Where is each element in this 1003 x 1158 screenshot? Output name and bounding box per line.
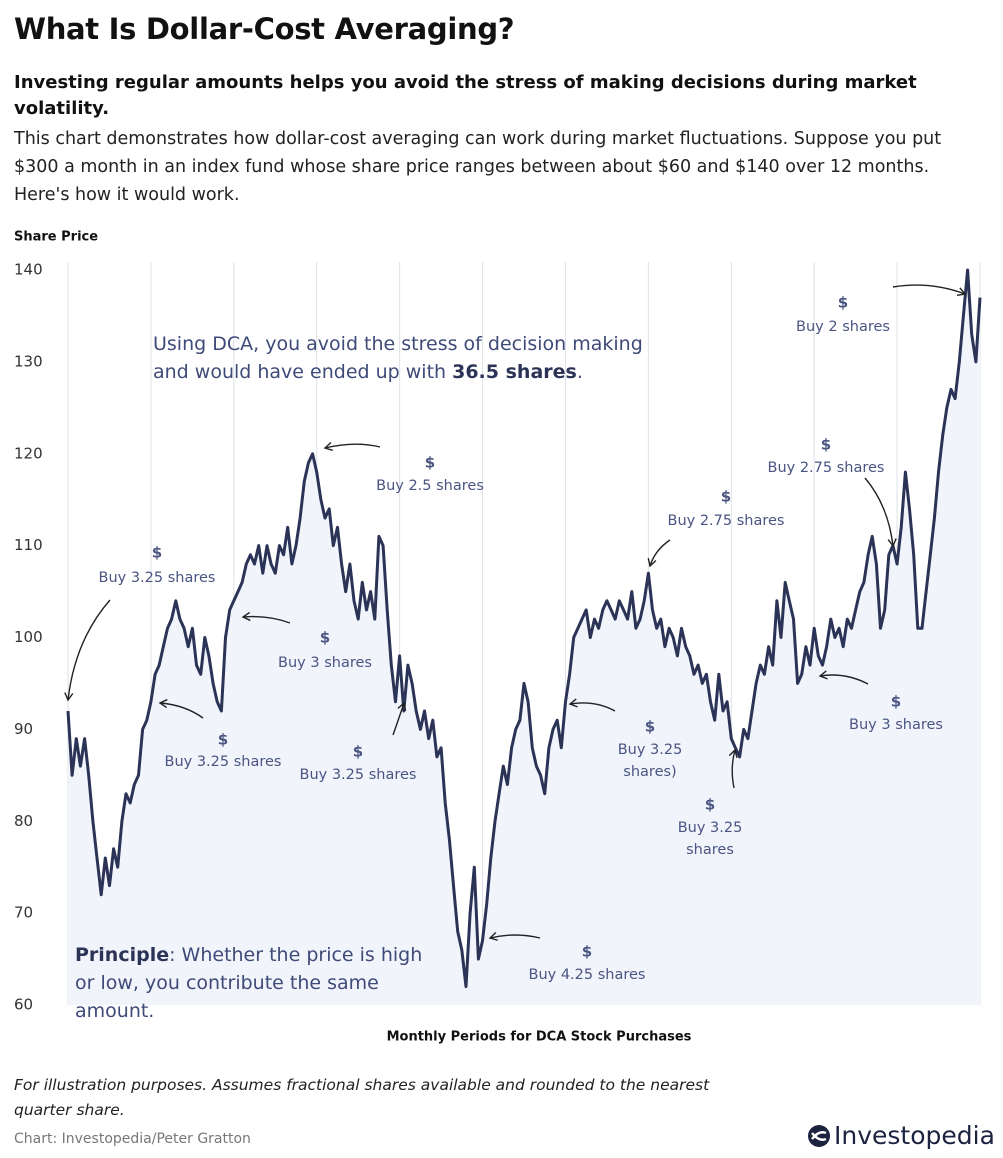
annotation-symbol: $ (645, 718, 655, 736)
y-tick-label: 60 (14, 996, 33, 1014)
annotation-text: Buy 2.75 shares (768, 460, 885, 476)
annotation-arrow (64, 599, 111, 702)
y-tick-label: 90 (14, 720, 33, 738)
annotation-symbol: $ (152, 544, 162, 562)
annotation-text: Buy 2.75 shares (668, 513, 785, 529)
callout-line: amount. (75, 1000, 154, 1022)
price-line (66, 268, 982, 989)
annotation-symbol: $ (218, 731, 228, 749)
callout-text: Principle (75, 944, 169, 966)
y-axis-label: Share Price (14, 230, 98, 245)
annotation-arrow (728, 748, 738, 789)
area (68, 270, 980, 1005)
callout-line: Principle: Whether the price is high (75, 944, 422, 966)
annotation-text: Buy 3.25 (618, 742, 683, 758)
annotation-arrow (818, 670, 869, 685)
annotation-text: Buy 4.25 shares (529, 967, 646, 983)
footnote: For illustration purposes. Assumes fract… (14, 1076, 710, 1119)
annotation-symbol: $ (320, 629, 330, 647)
y-tick-label: 70 (14, 904, 33, 922)
credit: Chart: Investopedia/Peter Gratton (14, 1131, 251, 1147)
annotation-text: Buy 3 shares (278, 655, 372, 671)
annotation-symbol: $ (721, 488, 731, 506)
callout-text: and would have ended up with (153, 361, 452, 383)
callout-text: or low, you contribute the same (75, 972, 379, 994)
annotation-text: Buy 2.5 shares (376, 478, 484, 494)
annotation-symbol: $ (821, 436, 831, 454)
callout-text: amount. (75, 1000, 154, 1022)
x-axis-label: Monthly Periods for DCA Stock Purchases (387, 1030, 692, 1045)
annotation-arrow (864, 477, 897, 548)
callout-line: or low, you contribute the same (75, 972, 379, 994)
description: This chart demonstrates how dollar-cost … (14, 129, 942, 205)
callout-text: 36.5 shares (452, 361, 577, 383)
annotation-text: Buy 3.25 (678, 820, 743, 836)
y-tick-label: 80 (14, 812, 33, 830)
annotation-text: Buy 3.25 shares (165, 754, 282, 770)
annotation-symbol: $ (838, 294, 848, 312)
annotation-text: shares (686, 842, 734, 858)
y-tick-label: 130 (14, 352, 43, 370)
annotation-text: Buy 3.25 shares (99, 570, 216, 586)
annotation-arrow (158, 698, 204, 719)
annotation-symbol: $ (582, 943, 592, 961)
callout-text: Using DCA, you avoid the stress of decis… (153, 333, 643, 355)
annotation-arrow (392, 701, 407, 736)
annotation-symbol: $ (425, 454, 435, 472)
y-tick-label: 120 (14, 444, 43, 462)
brand-name: Investopedia (834, 1121, 995, 1150)
y-tick-label: 110 (14, 536, 43, 554)
annotation-arrow (647, 539, 671, 568)
annotation-arrow (892, 284, 967, 297)
annotation-symbol: $ (353, 743, 363, 761)
subtitle: Investing regular amounts helps you avoi… (14, 72, 917, 119)
callout-line: Using DCA, you avoid the stress of decis… (153, 333, 643, 355)
brand-logo: Investopedia (808, 1121, 995, 1150)
annotation-arrow (323, 442, 381, 451)
title: What Is Dollar-Cost Averaging? (14, 12, 515, 46)
annotation-symbol: $ (705, 796, 715, 814)
annotation-arrow (241, 611, 291, 624)
annotation-text: Buy 3.25 shares (300, 767, 417, 783)
callout-text: . (577, 361, 583, 383)
y-tick-label: 140 (14, 261, 43, 279)
callout-text: : Whether the price is high (169, 944, 422, 966)
annotation-arrow (568, 698, 616, 712)
annotation-text: Buy 3 shares (849, 717, 943, 733)
y-tick-label: 100 (14, 628, 43, 646)
annotation-text: shares) (623, 764, 676, 780)
annotation-symbol: $ (891, 693, 901, 711)
callout-line: and would have ended up with 36.5 shares… (153, 361, 583, 383)
annotation-arrow (488, 931, 541, 941)
annotation-text: Buy 2 shares (796, 319, 890, 335)
